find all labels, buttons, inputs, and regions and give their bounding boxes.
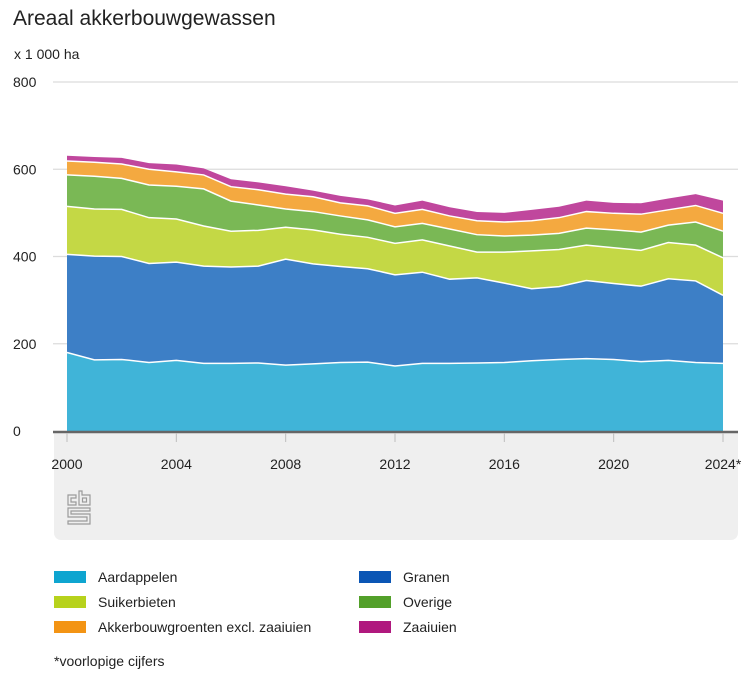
x-tick-label: 2020 <box>598 456 629 472</box>
legend-label: Overige <box>403 594 453 610</box>
y-tick-label: 800 <box>13 74 37 90</box>
y-tick-label: 200 <box>13 336 37 352</box>
area-granen[interactable] <box>67 254 723 366</box>
y-axis-ticks: 0 200 400 600 800 <box>13 74 37 439</box>
x-tick-label: 2012 <box>379 456 410 472</box>
legend-label: Zaaiuien <box>403 619 457 635</box>
series-boundary <box>66 253 724 296</box>
legend-item-aardappelen[interactable]: Aardappelen <box>54 568 177 586</box>
legend-item-zaaiuien[interactable]: Zaaiuien <box>359 618 457 636</box>
series-boundary <box>66 205 724 259</box>
series-boundary <box>66 160 724 223</box>
y-axis-unit-label: x 1 000 ha <box>14 46 80 62</box>
x-tick-label: 2016 <box>489 456 520 472</box>
cbs-logo-icon <box>67 490 91 525</box>
legend-swatch <box>54 571 86 583</box>
legend-swatch <box>359 596 391 608</box>
legend-item-overige[interactable]: Overige <box>359 593 452 611</box>
area-suikerbieten[interactable] <box>67 206 723 296</box>
legend-swatch <box>359 571 391 583</box>
area-overige[interactable] <box>67 174 723 258</box>
x-axis-panel <box>54 432 738 540</box>
y-tick-label: 0 <box>13 423 21 439</box>
legend-swatch <box>54 621 86 633</box>
x-tick-label: 2008 <box>270 456 301 472</box>
x-tick-label: 2024* <box>705 456 742 472</box>
series-boundary <box>66 174 724 237</box>
legend-label: Aardappelen <box>98 569 178 585</box>
footnote: *voorlopige cijfers <box>54 653 165 669</box>
x-tick-label: 2004 <box>161 456 192 472</box>
legend-item-akkerbouwgroenten[interactable]: Akkerbouwgroenten excl. zaaiuien <box>54 618 311 636</box>
legend-label: Granen <box>403 569 450 585</box>
legend-label: Akkerbouwgroenten excl. zaaiuien <box>98 619 312 635</box>
area-series <box>66 155 724 431</box>
legend-swatch <box>359 621 391 633</box>
y-tick-label: 400 <box>13 249 37 265</box>
y-tick-label: 600 <box>13 161 37 177</box>
area-aardappelen[interactable] <box>67 352 723 431</box>
area-akkerbouwgroenten[interactable] <box>67 160 723 236</box>
chart-title: Areaal akkerbouwgewassen <box>13 7 276 30</box>
legend-swatch <box>54 596 86 608</box>
x-axis: 2000 2004 2008 2012 2016 2020 2024* <box>51 430 742 472</box>
series-boundary <box>66 351 724 367</box>
area-zaaiuien[interactable] <box>67 155 723 223</box>
legend-item-suikerbieten[interactable]: Suikerbieten <box>54 593 176 611</box>
legend-label: Suikerbieten <box>98 594 176 610</box>
legend-item-granen[interactable]: Granen <box>359 568 450 586</box>
x-tick-label: 2000 <box>51 456 82 472</box>
